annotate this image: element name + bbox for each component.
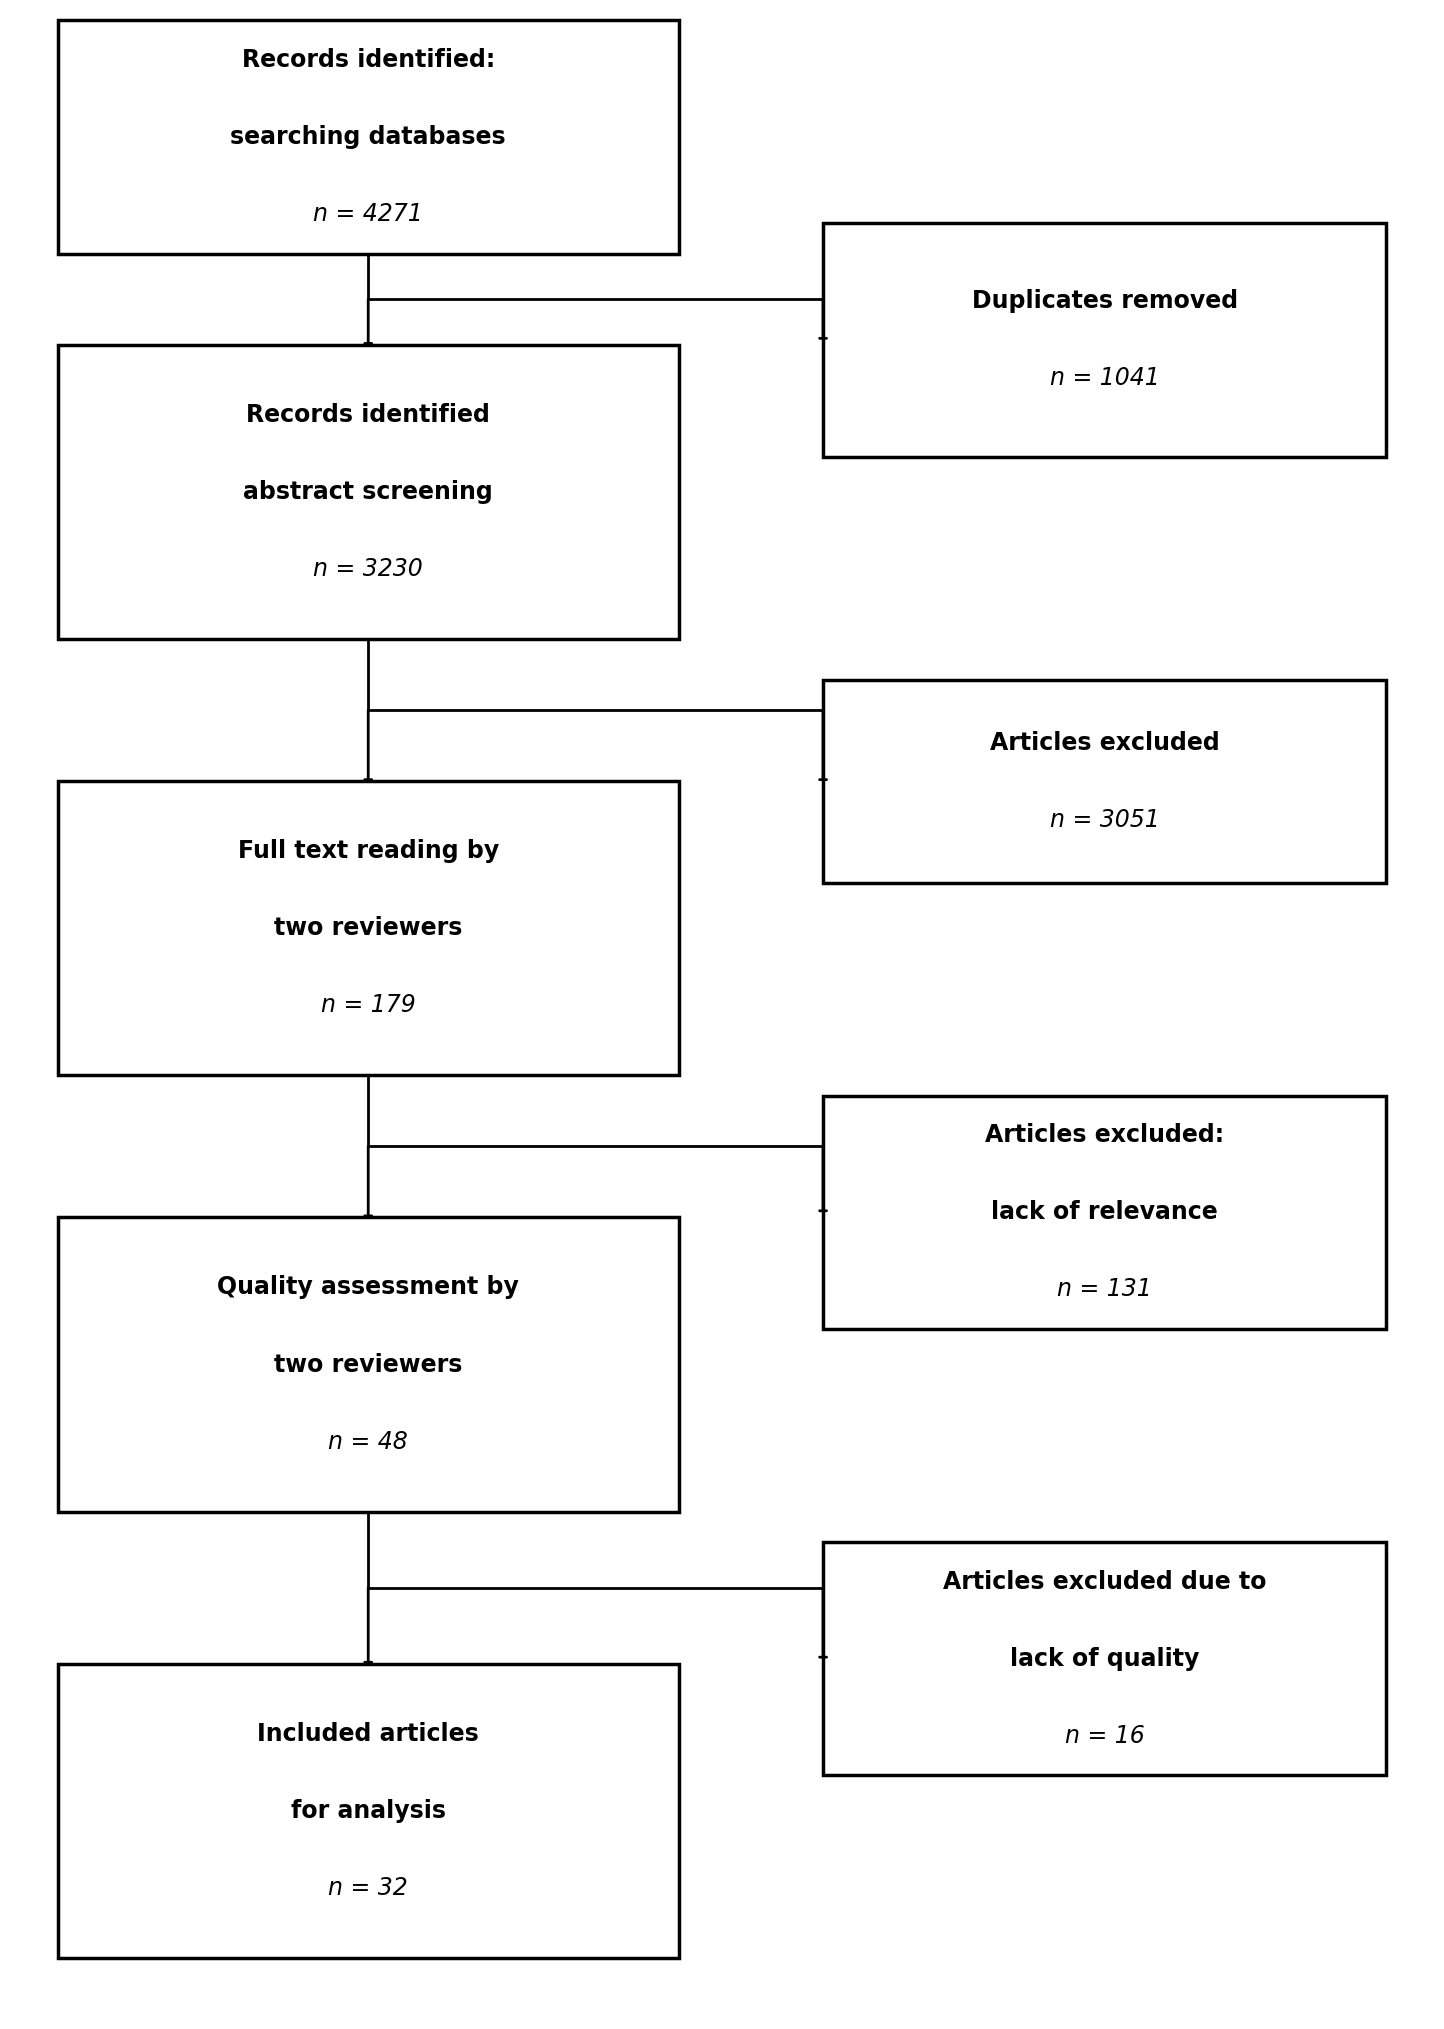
Text: n = 3051: n = 3051 — [1050, 808, 1160, 832]
Text: Duplicates removed: Duplicates removed — [972, 290, 1238, 312]
Text: Articles excluded:: Articles excluded: — [985, 1124, 1225, 1146]
Text: Included articles: Included articles — [257, 1723, 479, 1745]
Text: n = 32: n = 32 — [328, 1877, 409, 1899]
FancyBboxPatch shape — [58, 1664, 679, 1958]
Text: two reviewers: two reviewers — [274, 1353, 462, 1376]
FancyBboxPatch shape — [58, 781, 679, 1075]
Text: searching databases: searching databases — [231, 126, 505, 148]
Text: Full text reading by: Full text reading by — [238, 840, 498, 862]
Text: n = 1041: n = 1041 — [1050, 367, 1160, 390]
FancyBboxPatch shape — [823, 223, 1386, 457]
FancyBboxPatch shape — [823, 1542, 1386, 1775]
Text: n = 48: n = 48 — [328, 1430, 409, 1453]
FancyBboxPatch shape — [58, 1217, 679, 1512]
Text: abstract screening: abstract screening — [244, 481, 492, 503]
Text: lack of quality: lack of quality — [1009, 1648, 1200, 1670]
Text: Articles excluded: Articles excluded — [989, 730, 1220, 755]
FancyBboxPatch shape — [823, 1096, 1386, 1329]
Text: n = 3230: n = 3230 — [313, 558, 423, 580]
Text: n = 131: n = 131 — [1057, 1278, 1152, 1301]
Text: Quality assessment by: Quality assessment by — [217, 1276, 520, 1299]
Text: two reviewers: two reviewers — [274, 917, 462, 939]
Text: n = 179: n = 179 — [321, 994, 416, 1017]
Text: Records identified: Records identified — [247, 404, 490, 426]
Text: lack of relevance: lack of relevance — [991, 1201, 1219, 1223]
FancyBboxPatch shape — [823, 680, 1386, 883]
FancyBboxPatch shape — [58, 345, 679, 639]
Text: for analysis: for analysis — [290, 1800, 446, 1822]
Text: Articles excluded due to: Articles excluded due to — [943, 1570, 1266, 1593]
Text: Records identified:: Records identified: — [241, 49, 495, 71]
FancyBboxPatch shape — [58, 20, 679, 254]
Text: n = 4271: n = 4271 — [313, 203, 423, 225]
Text: n = 16: n = 16 — [1064, 1725, 1145, 1747]
